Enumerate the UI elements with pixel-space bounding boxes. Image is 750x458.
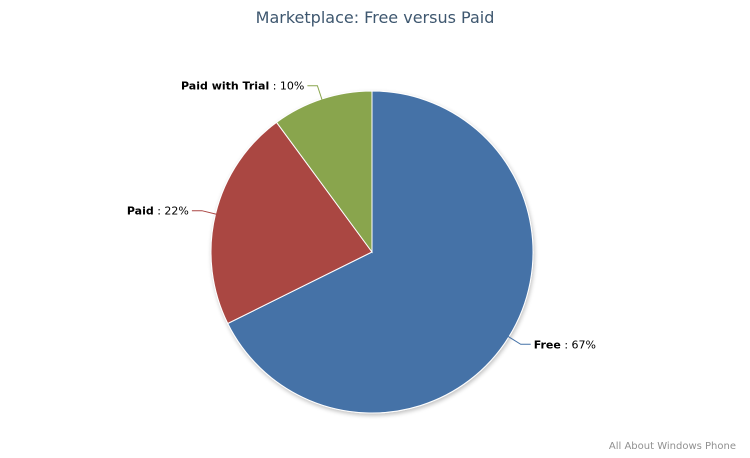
label-connector (506, 335, 531, 345)
label-connectors (191, 85, 531, 345)
slice-label-free: Free : 67% (534, 338, 596, 351)
credits-text: All About Windows Phone (608, 441, 736, 452)
chart-title: Marketplace: Free versus Paid (255, 8, 495, 27)
pie-slices (210, 90, 534, 414)
slice-label-paid-with-trial: Paid with Trial : 10% (181, 80, 304, 93)
label-connector (307, 85, 323, 102)
slice-labels: Free : 67% Paid : 22% Paid with Trial : 10… (127, 80, 596, 352)
slice-label-paid: Paid : 22% (127, 205, 189, 218)
label-connector (191, 210, 218, 215)
